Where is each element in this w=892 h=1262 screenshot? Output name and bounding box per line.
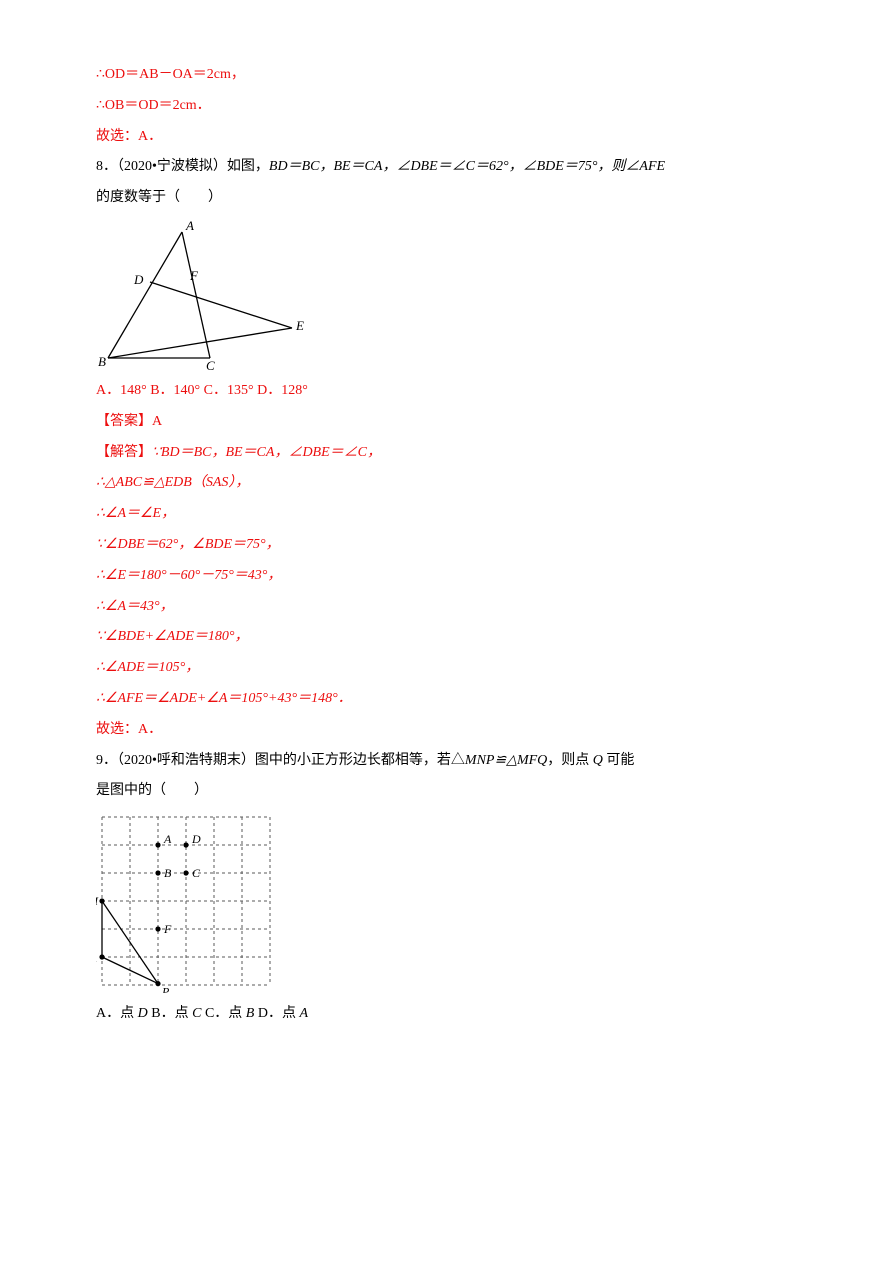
q9-stem-part-d: Q (593, 753, 603, 768)
q8-diagram: A B C E D F (96, 220, 796, 370)
q8-solution-step-1: ∵BD＝BC，BE＝CA，∠DBE＝∠C， (152, 445, 381, 460)
q9-opt-a-prefix: A．点 (96, 1006, 138, 1021)
q8-stem-part-a: 8．（2020•宁波模拟）如图， (96, 159, 269, 174)
q8-options: A．148° B．140° C．135° D．128° (96, 376, 796, 407)
q9-opt-b-prefix: B．点 (148, 1006, 192, 1021)
q8-solution-step-5: ∴∠E＝180°－60°－75°＝43°， (96, 568, 281, 583)
q8-solution-step-8: ∴∠ADE＝105°， (96, 660, 199, 675)
q8-solution-step-9: ∴∠AFE＝∠ADE+∠A＝105°+43°＝148°． (96, 691, 352, 706)
prev-solution-line-1: ∴OD＝AB－OA＝2cm， (96, 60, 796, 91)
q8-solution-step-4: ∵∠DBE＝62°，∠BDE＝75°， (96, 537, 280, 552)
svg-text:P: P (161, 985, 170, 993)
q8-solution-conclusion: 故选：A． (96, 715, 796, 746)
prev-solution-line-2: ∴OB＝OD＝2cm． (96, 91, 796, 122)
q8-solution-step-6: ∴∠A＝43°， (96, 599, 174, 614)
svg-text:D: D (133, 272, 144, 287)
svg-text:M: M (96, 894, 99, 908)
q8-solution-line-9: ∴∠AFE＝∠ADE+∠A＝105°+43°＝148°． (96, 684, 796, 715)
q9-stem-part-e: 可能 (603, 753, 635, 768)
svg-text:B: B (98, 354, 106, 369)
q9-stem-line-2: 是图中的（ ） (96, 776, 796, 807)
q8-stem-line-2: 的度数等于（ ） (96, 183, 796, 214)
q9-diagram: M N P F B C A D (96, 813, 796, 993)
q8-solution-line-5: ∴∠E＝180°－60°－75°＝43°， (96, 561, 796, 592)
q9-options: A．点 D B．点 C C．点 B D．点 A (96, 999, 796, 1030)
q9-stem-part-a: 9．（2020•呼和浩特期末）图中的小正方形边长都相等，若△ (96, 753, 465, 768)
q8-solution-label: 【解答】 (96, 445, 152, 460)
svg-text:A: A (185, 220, 194, 233)
q8-solution-line-6: ∴∠A＝43°， (96, 592, 796, 623)
q8-solution-step-7: ∵∠BDE+∠ADE＝180°， (96, 629, 248, 644)
q8-stem-line-1: 8．（2020•宁波模拟）如图，BD＝BC，BE＝CA，∠DBE＝∠C＝62°，… (96, 152, 796, 183)
q9-opt-d: A (299, 1006, 308, 1021)
q8-answer-label: 【答案】 (96, 414, 152, 429)
svg-text:E: E (295, 318, 304, 333)
q8-answer-value: A (152, 414, 162, 429)
q9-opt-a: D (138, 1006, 148, 1021)
q8-solution-line-2: ∴△ABC≌△EDB（SAS）， (96, 468, 796, 499)
svg-text:A: A (163, 832, 172, 846)
q9-stem-part-c: ，则点 (547, 753, 593, 768)
svg-text:C: C (206, 358, 215, 370)
svg-text:N: N (96, 958, 97, 972)
prev-solution-conclusion: 故选：A． (96, 122, 796, 153)
q8-solution-line-4: ∵∠DBE＝62°，∠BDE＝75°， (96, 530, 796, 561)
svg-text:F: F (189, 268, 199, 283)
q9-stem-part-b: MNP≌△MFQ (465, 753, 547, 768)
q8-solution-step-2: ∴△ABC≌△EDB（SAS）， (96, 475, 249, 490)
q8-solution-line-1: 【解答】∵BD＝BC，BE＝CA，∠DBE＝∠C， (96, 438, 796, 469)
q9-opt-d-prefix: D．点 (254, 1006, 299, 1021)
svg-text:F: F (163, 922, 172, 936)
q9-stem-line-1: 9．（2020•呼和浩特期末）图中的小正方形边长都相等，若△MNP≌△MFQ，则… (96, 746, 796, 777)
q8-solution-step-3: ∴∠A＝∠E， (96, 506, 175, 521)
svg-text:C: C (192, 866, 201, 880)
q8-answer-line: 【答案】A (96, 407, 796, 438)
q8-solution-line-8: ∴∠ADE＝105°， (96, 653, 796, 684)
q8-solution-line-7: ∵∠BDE+∠ADE＝180°， (96, 622, 796, 653)
q8-solution-line-3: ∴∠A＝∠E， (96, 499, 796, 530)
svg-text:D: D (191, 832, 201, 846)
q9-opt-c-prefix: C．点 (201, 1006, 245, 1021)
q8-stem-part-b: BD＝BC，BE＝CA，∠DBE＝∠C＝62°，∠BDE＝75°，则∠AFE (269, 159, 665, 174)
document-page: ∴OD＝AB－OA＝2cm， ∴OB＝OD＝2cm． 故选：A． 8．（2020… (0, 0, 892, 1070)
svg-text:B: B (164, 866, 172, 880)
